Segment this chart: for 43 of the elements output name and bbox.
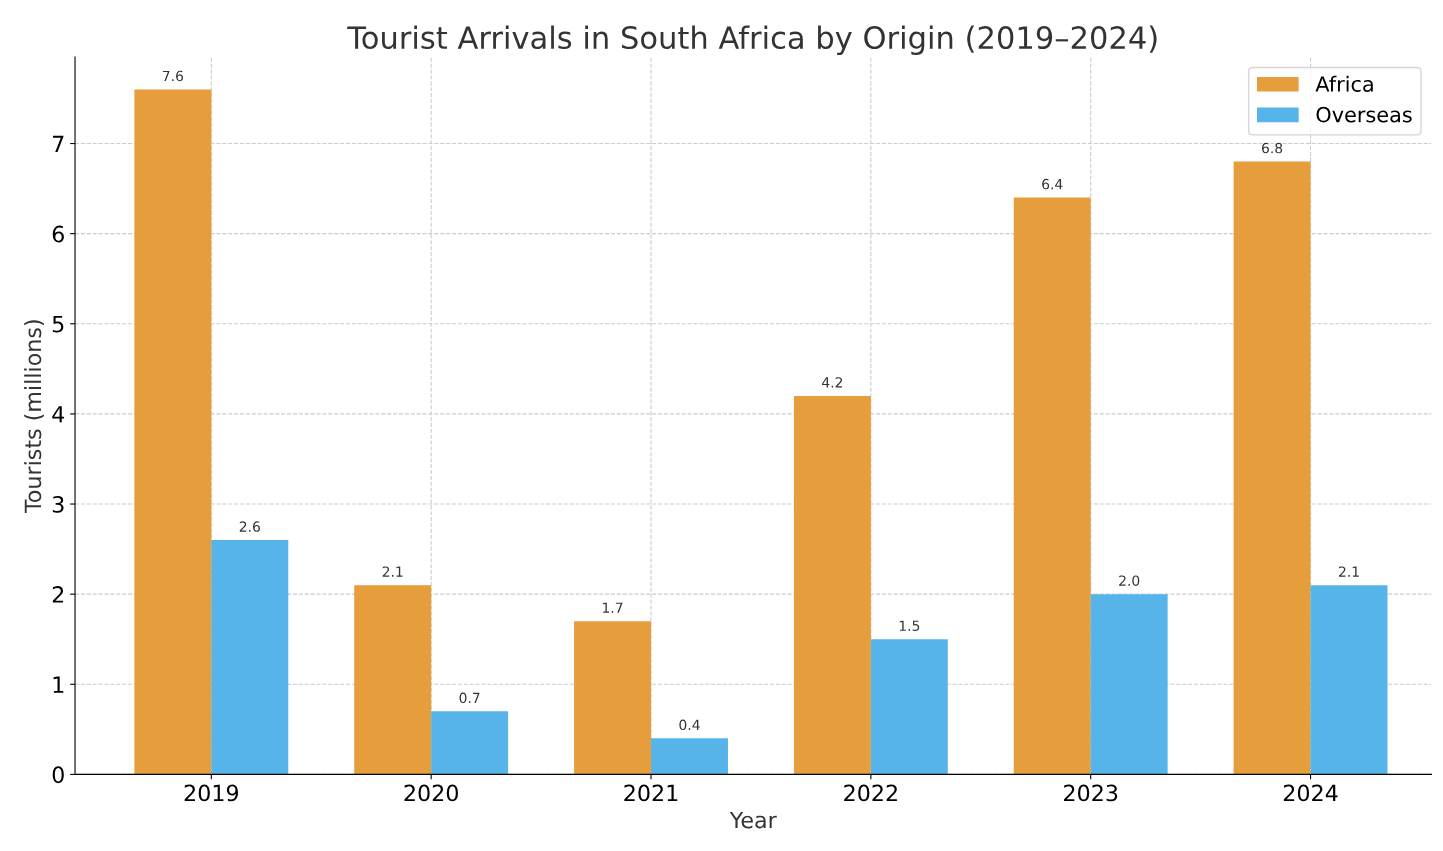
bar (793, 395, 871, 775)
y-tick-label: 6 (52, 225, 64, 243)
bar (870, 639, 948, 775)
x-tick-label: 2022 (844, 784, 897, 802)
y-tick-label: 0 (52, 766, 64, 784)
x-tick-label: 2020 (404, 784, 458, 802)
bar (574, 621, 652, 775)
y-tick-label: 1 (53, 676, 64, 693)
x-axis-title: Year (729, 811, 777, 829)
bar (134, 89, 212, 775)
y-tick-label: 5 (52, 316, 64, 333)
bar (354, 585, 432, 775)
y-tick-label: 7 (53, 135, 64, 152)
data-label: 2.1 (382, 566, 403, 577)
x-tick-label: 2023 (1064, 784, 1118, 802)
data-label: 6.8 (1262, 142, 1283, 154)
data-label: 2.6 (239, 521, 260, 532)
x-tick-label: 2021 (624, 784, 678, 802)
data-label: 4.2 (822, 377, 843, 388)
x-tick-label: 2024 (1283, 784, 1338, 802)
data-label: 1.7 (603, 602, 623, 613)
y-tick-label: 3 (52, 495, 64, 513)
data-label: 1.5 (899, 620, 920, 631)
data-label: 2.1 (1338, 566, 1359, 577)
y-tick-label: 4 (52, 406, 65, 423)
data-label: 7.6 (162, 70, 184, 82)
data-label: 0.4 (679, 719, 700, 731)
bar (1233, 161, 1311, 775)
data-label: 6.4 (1042, 178, 1063, 190)
legend-label: Overseas (1316, 106, 1412, 123)
x-tick-label: 2019 (184, 784, 239, 802)
bar (1013, 197, 1091, 775)
bar (211, 540, 289, 775)
bar (431, 711, 509, 775)
chart-title: Tourist Arrivals in South Africa by Origin (2019–2024) (347, 25, 1157, 56)
y-axis-title: Tourists (millions) (24, 320, 44, 514)
y-tick-label: 2 (52, 586, 64, 603)
bar (1090, 594, 1168, 775)
bar (651, 738, 728, 775)
legend-label: Africa (1315, 75, 1373, 92)
data-label: 2.0 (1119, 575, 1140, 586)
bar (1310, 585, 1388, 775)
data-label: 0.7 (459, 692, 480, 704)
